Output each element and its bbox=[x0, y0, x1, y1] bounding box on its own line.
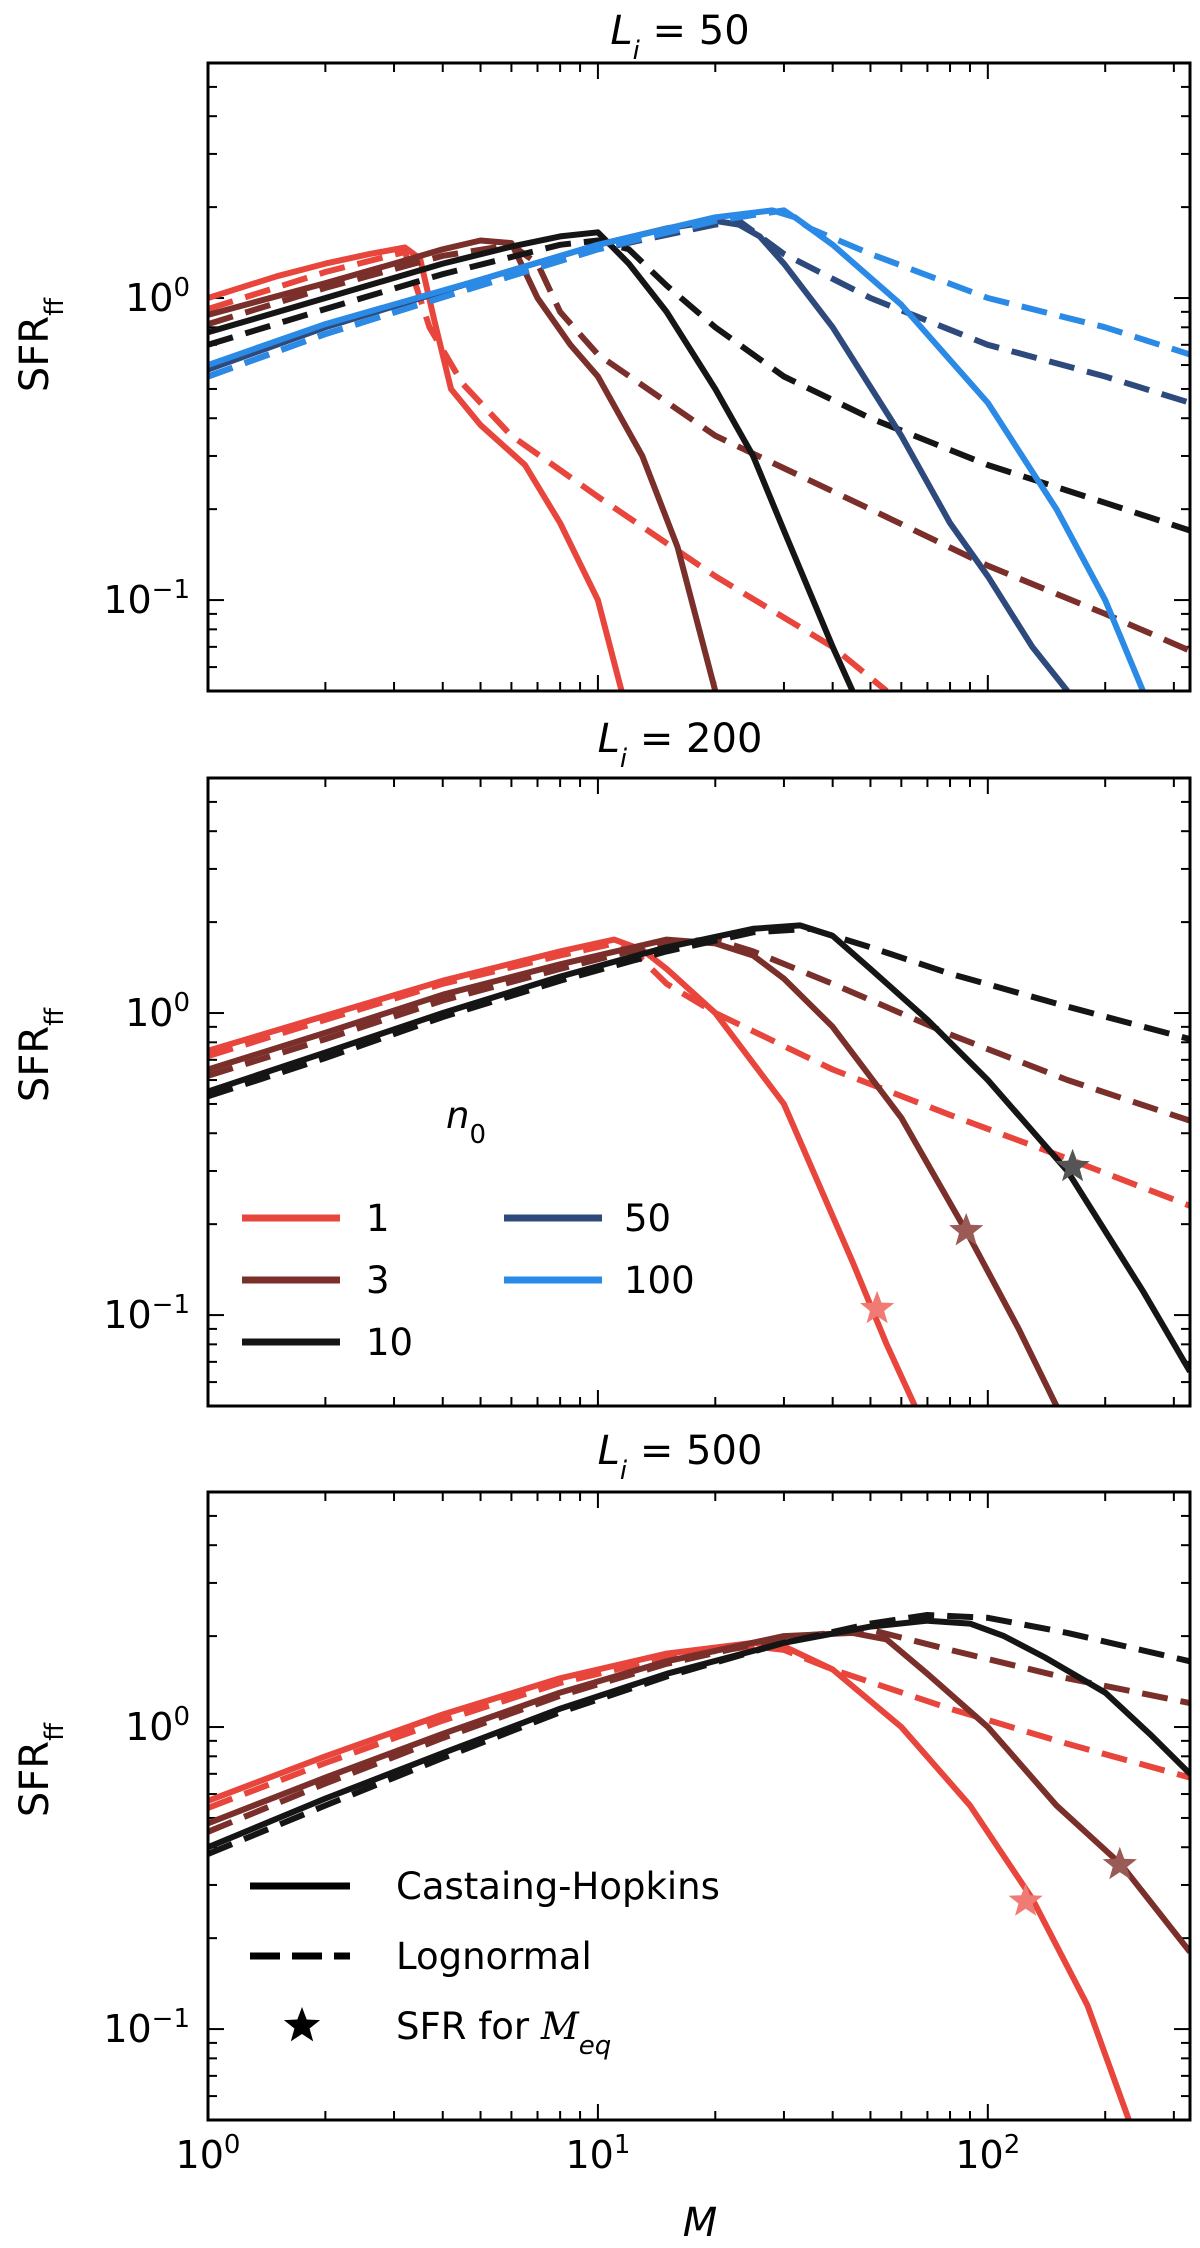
panel-3-frame bbox=[206, 1490, 1192, 2122]
series-line bbox=[208, 1617, 1190, 1850]
meq-star-marker bbox=[1008, 1883, 1043, 1916]
series-line bbox=[208, 237, 1190, 534]
series-line bbox=[208, 229, 856, 691]
legend-label-n0-1: 1 bbox=[366, 1197, 390, 1240]
panel-1-title: Li = 50 bbox=[610, 8, 749, 66]
series-line bbox=[208, 207, 1146, 691]
series-line bbox=[208, 249, 889, 691]
series-line bbox=[208, 241, 1190, 654]
panel-2-ticks: 10−1 100 bbox=[103, 777, 1190, 1407]
panel-3-ylabel: SFRff bbox=[12, 1722, 70, 1817]
legend-label-sfr-meq: SFR for Meq bbox=[396, 2005, 611, 2061]
panel-3-lines bbox=[208, 1612, 1190, 2120]
series-line bbox=[208, 244, 625, 691]
series-line bbox=[208, 936, 1190, 1124]
y-tick-label: 10−1 bbox=[103, 575, 190, 622]
panel-2-ylabel: SFRff bbox=[12, 1007, 70, 1102]
legend-label-castaing-hopkins: Castaing-Hopkins bbox=[396, 1865, 720, 1908]
series-line bbox=[208, 1643, 1190, 1811]
meq-star-marker bbox=[949, 1212, 984, 1246]
series-line bbox=[208, 1626, 1190, 1835]
x-tick-label: 101 bbox=[565, 2130, 630, 2177]
series-line bbox=[208, 217, 1070, 691]
meq-star-marker bbox=[1055, 1148, 1090, 1182]
panel-1-frame bbox=[206, 61, 1192, 693]
panel-1-ticks: 10−1 100 bbox=[103, 62, 1190, 692]
panel-1-lines bbox=[208, 207, 1190, 691]
series-line bbox=[208, 925, 1190, 1100]
y-tick-label: 100 bbox=[125, 273, 190, 320]
panel-3-ticks: 10−1 100 100 101 102 bbox=[103, 1491, 1190, 2177]
y-tick-label: 10−1 bbox=[103, 2004, 190, 2051]
panel-2-title: Li = 200 bbox=[598, 716, 763, 774]
meq-star-marker bbox=[1102, 1846, 1137, 1880]
series-line bbox=[208, 940, 1190, 1209]
legend-label-n0-50: 50 bbox=[624, 1197, 671, 1240]
series-line bbox=[208, 1612, 1190, 1857]
meq-star-marker bbox=[860, 1290, 895, 1324]
panel-3-title: Li = 500 bbox=[598, 1428, 763, 1486]
n0-legend-title: n0 bbox=[446, 1094, 486, 1150]
y-tick-label: 100 bbox=[125, 1702, 190, 1749]
panel-2-lines bbox=[208, 922, 1190, 1406]
panel-2: Li = 200 SFRff 10−1 100 n0 1 3 10 50 100 bbox=[12, 716, 1192, 1408]
panel-3: Li = 500 SFRff 10−1 100 100 101 102 Castaing… bbox=[12, 1428, 1192, 2246]
x-tick-label: 100 bbox=[176, 2130, 241, 2177]
n0-legend: n0 1 3 10 50 100 bbox=[242, 1094, 695, 1364]
y-tick-label: 10−1 bbox=[103, 1290, 190, 1337]
panel-1: Li = 50 SFRff 10−1 100 bbox=[12, 8, 1192, 693]
legend-label-lognormal: Lognormal bbox=[396, 1935, 592, 1978]
y-tick-label: 100 bbox=[125, 988, 190, 1035]
legend-label-n0-3: 3 bbox=[366, 1259, 390, 1302]
panel-1-ylabel: SFRff bbox=[12, 297, 70, 392]
x-tick-label: 102 bbox=[955, 2130, 1020, 2177]
series-line bbox=[208, 207, 1190, 380]
legend-label-n0-100: 100 bbox=[624, 1259, 695, 1302]
legend-star-icon bbox=[283, 2007, 321, 2042]
panel-2-stars bbox=[860, 1148, 1090, 1324]
series-line bbox=[208, 217, 1190, 406]
panel-2-frame bbox=[206, 776, 1192, 1408]
legend-label-n0-10: 10 bbox=[366, 1321, 413, 1364]
series-line bbox=[208, 936, 1060, 1406]
series-line bbox=[208, 936, 918, 1406]
x-axis-label: M bbox=[683, 2200, 718, 2246]
panel-3-stars bbox=[1008, 1846, 1137, 1916]
style-legend: Castaing-Hopkins Lognormal SFR for Meq bbox=[250, 1865, 720, 2061]
